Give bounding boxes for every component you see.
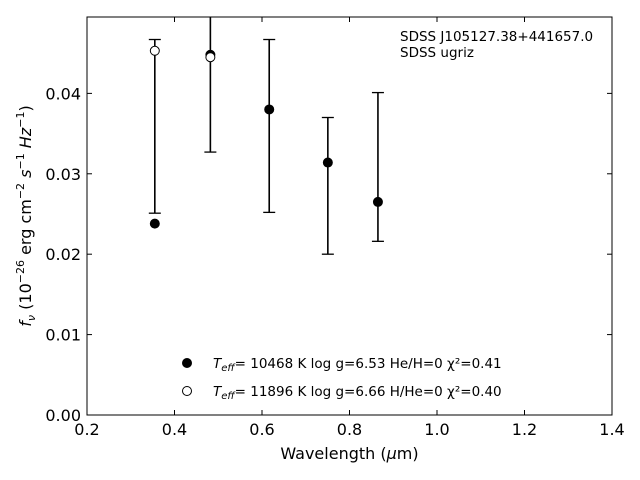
y-axis-ticks: 0.00 0.01 0.02 0.03 0.04 <box>45 84 612 425</box>
survey-annotation: SDSS ugriz <box>400 45 474 61</box>
legend-entry-1: Teff= 11896 K log g=6.66 H/He=0 χ²=0.40 <box>213 384 502 402</box>
x-tick-label: 1.2 <box>512 420 537 439</box>
error-bars <box>148 17 384 255</box>
y-tick-label: 0.02 <box>45 245 81 264</box>
x-tick-label: 0.4 <box>162 420 187 439</box>
x-tick-label: 0.6 <box>249 420 274 439</box>
model-point-filled <box>264 104 275 115</box>
legend-marker-filled <box>182 358 192 368</box>
x-tick-label: 0.8 <box>337 420 362 439</box>
y-axis-label: fν (10−26 erg cm−2 s−1 Hz−1) <box>14 105 38 326</box>
x-axis-ticks: 0.2 0.4 0.6 0.8 1.0 1.2 1.4 <box>74 17 625 439</box>
model-point-filled <box>149 218 160 229</box>
model-point-filled <box>322 157 333 168</box>
x-tick-label: 1.0 <box>424 420 449 439</box>
x-tick-label: 1.4 <box>599 420 624 439</box>
x-tick-label: 0.2 <box>74 420 99 439</box>
model-point-open <box>205 52 216 63</box>
y-tick-label: 0.01 <box>45 326 81 345</box>
x-axis-label: Wavelength (μm) <box>280 444 418 463</box>
y-tick-label: 0.03 <box>45 165 81 184</box>
legend-marker-open <box>182 386 192 396</box>
model-point-filled <box>372 196 383 207</box>
y-tick-label: 0.00 <box>45 406 81 425</box>
object-annotation: SDSS J105127.38+441657.0 <box>400 29 593 45</box>
model-point-open <box>149 45 160 56</box>
y-tick-label: 0.04 <box>45 84 81 103</box>
legend-entry-0: Teff= 10468 K log g=6.53 He/H=0 χ²=0.41 <box>213 356 502 374</box>
data-markers <box>149 45 383 229</box>
legend: Teff= 10468 K log g=6.53 He/H=0 χ²=0.41 … <box>182 356 502 402</box>
